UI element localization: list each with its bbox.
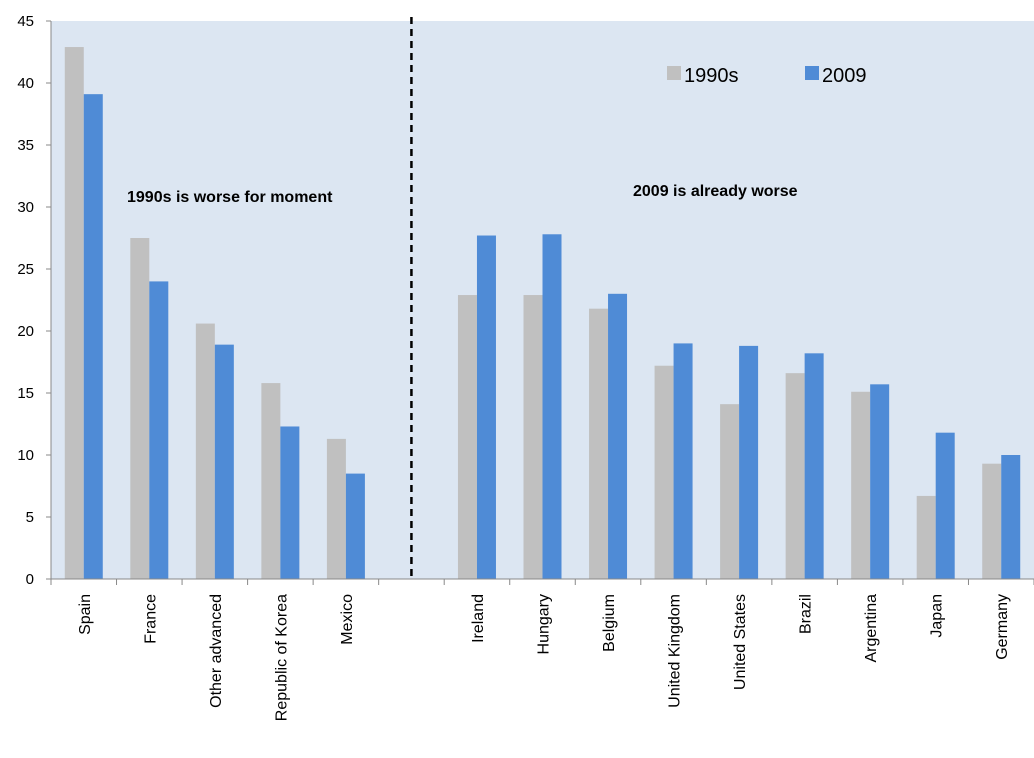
bar-1990s-france [130, 238, 150, 579]
bar-2009-united-states [739, 345, 759, 579]
bar-1990s-united-states [720, 404, 740, 579]
bar-2009-mexico [345, 473, 365, 579]
bars-layer [64, 47, 1021, 580]
x-category-label-japan: Japan [929, 594, 946, 638]
x-category-label-mexico: Mexico [339, 594, 356, 645]
bar-2009-spain [83, 94, 103, 579]
legend-label-2009: 2009 [822, 65, 867, 87]
x-category-label-germany: Germany [994, 594, 1011, 660]
bar-1990s-mexico [326, 438, 346, 579]
bar-1990s-other-advanced [195, 323, 215, 579]
y-axis-ticks: 0 5 10 15 20 25 30 35 40 45 [17, 13, 51, 588]
bar-2009-brazil [804, 353, 824, 579]
legend: 1990s 2009 [667, 65, 867, 87]
y-tick-label: 5 [26, 509, 34, 526]
x-category-label-belgium: Belgium [601, 594, 618, 652]
legend-label-1990s: 1990s [684, 65, 739, 87]
y-tick-label: 20 [17, 323, 34, 340]
bar-1990s-republic-of-korea [261, 383, 281, 579]
bar-2009-hungary [542, 234, 562, 579]
bar-2009-france [149, 281, 169, 579]
x-category-label-spain: Spain [77, 594, 94, 635]
bar-2009-ireland [476, 235, 496, 579]
bar-2009-united-kingdom [673, 343, 693, 579]
x-category-label-other-advanced: Other advanced [208, 594, 225, 708]
bar-1990s-germany [982, 463, 1002, 579]
x-category-label-united-kingdom: United Kingdom [667, 594, 684, 708]
bar-1990s-hungary [523, 295, 543, 579]
x-category-label-argentina: Argentina [863, 594, 880, 663]
annotation-right: 2009 is already worse [633, 183, 798, 200]
x-category-label-republic-of-korea: Republic of Korea [273, 594, 290, 721]
legend-swatch-2009 [805, 66, 819, 80]
bar-2009-republic-of-korea [280, 426, 300, 579]
x-category-label-france: France [142, 594, 159, 644]
y-tick-label: 0 [26, 571, 34, 588]
bar-2009-argentina [870, 384, 890, 579]
x-category-label-brazil: Brazil [798, 594, 815, 634]
y-tick-label: 45 [17, 13, 34, 30]
bar-1990s-belgium [589, 308, 609, 579]
bar-1990s-brazil [785, 373, 805, 579]
bar-1990s-united-kingdom [654, 365, 674, 579]
bar-2009-belgium [608, 293, 628, 579]
x-category-label-hungary: Hungary [536, 594, 553, 654]
bar-2009-other-advanced [214, 344, 234, 579]
bar-1990s-spain [64, 47, 84, 580]
y-tick-label: 25 [17, 261, 34, 278]
x-category-label-united-states: United States [732, 594, 749, 690]
y-tick-label: 40 [17, 75, 34, 92]
annotation-left: 1990s is worse for moment [127, 189, 333, 206]
bar-1990s-argentina [851, 391, 871, 579]
y-tick-label: 30 [17, 199, 34, 216]
x-axis-ticks: Spain France Other advanced Republic of Kor… [50, 579, 1034, 721]
bar-2009-germany [1001, 455, 1021, 579]
y-tick-label: 15 [17, 385, 34, 402]
x-category-label-ireland: Ireland [470, 594, 487, 643]
y-tick-label: 35 [17, 137, 34, 154]
y-tick-label: 10 [17, 447, 34, 464]
legend-swatch-1990s [667, 66, 681, 80]
bar-2009-japan [935, 432, 955, 579]
bar-1990s-ireland [457, 295, 477, 579]
bar-1990s-japan [916, 495, 936, 579]
